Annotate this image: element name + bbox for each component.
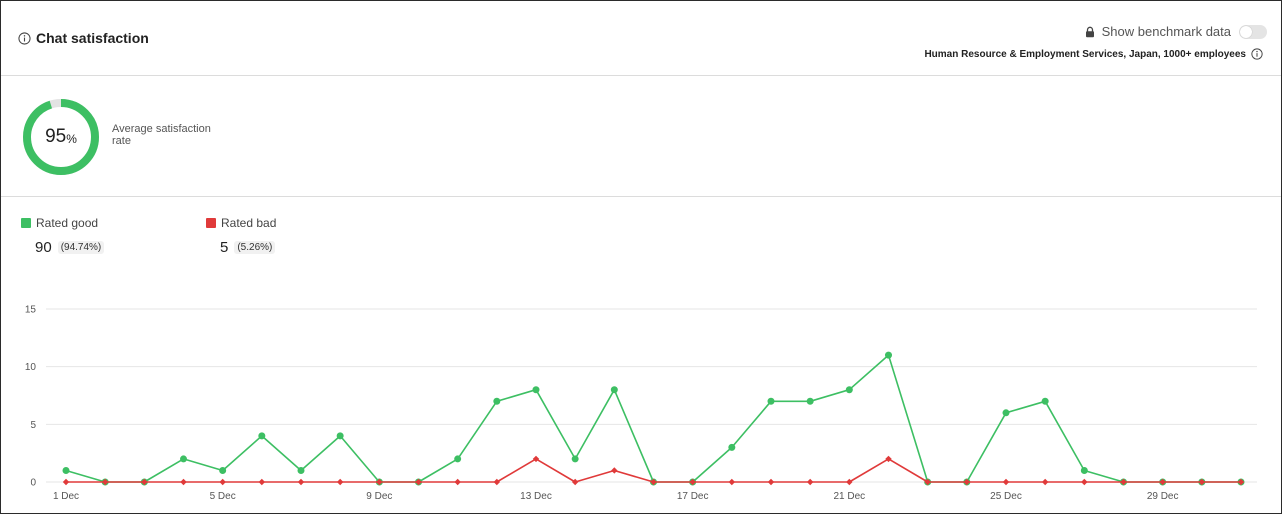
x-tick-label: 9 Dec — [366, 491, 392, 502]
title-group: Chat satisfaction — [18, 30, 149, 46]
segment-text: Human Resource & Employment Services, Ja… — [924, 48, 1246, 60]
donut-value: 95% — [21, 97, 101, 177]
x-tick-label: 21 Dec — [833, 491, 865, 502]
bad-label: Rated bad — [221, 216, 277, 230]
x-tick-label: 13 Dec — [520, 491, 552, 502]
data-point-good — [62, 466, 70, 474]
benchmark-label: Show benchmark data — [1101, 24, 1231, 39]
data-point-bad — [219, 478, 226, 486]
good-count: 90 — [35, 239, 52, 256]
data-point-good — [454, 455, 462, 463]
data-point-bad — [728, 478, 736, 486]
y-tick-label: 15 — [25, 305, 37, 316]
data-point-bad — [1041, 478, 1049, 486]
data-point-good — [767, 397, 775, 405]
data-point-good — [258, 432, 266, 440]
x-tick-label: 17 Dec — [677, 491, 709, 502]
toggle-knob — [1240, 25, 1252, 38]
data-point-good — [532, 386, 540, 394]
legend-good: Rated good 90 (94.74%) — [21, 216, 105, 256]
summary-section: 95% Average satisfaction rate — [1, 77, 1281, 197]
data-point-good — [571, 455, 579, 463]
data-point-good — [180, 455, 187, 463]
data-point-bad — [650, 478, 657, 486]
data-point-bad — [611, 467, 618, 474]
good-share: (94.74%) — [57, 241, 105, 254]
data-point-bad — [767, 478, 775, 486]
bad-count: 5 — [220, 239, 229, 256]
data-point-bad — [1002, 478, 1010, 486]
data-point-bad — [1198, 478, 1206, 486]
data-point-good — [219, 466, 227, 474]
data-point-bad — [297, 478, 305, 486]
benchmark-control: Show benchmark data — [1084, 24, 1267, 39]
card-header: Chat satisfaction Show benchmark data Hu… — [1, 1, 1281, 76]
y-tick-label: 0 — [30, 478, 36, 489]
satisfaction-donut — [23, 99, 99, 175]
good-swatch — [21, 218, 31, 228]
data-point-bad — [415, 478, 422, 486]
rate-label: Average satisfaction rate — [112, 123, 211, 147]
x-tick-label: 1 Dec — [53, 491, 79, 502]
data-point-bad — [806, 478, 814, 486]
data-point-bad — [376, 478, 383, 486]
data-point-good — [1041, 397, 1049, 405]
series-line-good — [65, 354, 1241, 483]
rate-value: 95 — [45, 126, 67, 147]
data-point-bad — [1237, 478, 1245, 486]
data-point-good — [1080, 466, 1088, 474]
bad-share: (5.26%) — [234, 241, 276, 254]
data-point-good — [336, 432, 344, 440]
data-point-bad — [62, 478, 70, 486]
satisfaction-line-chart: 15 10 5 0 1 Dec 5 Dec 9 Dec 13 Dec 17 Dec 21 Dec 2… — [25, 305, 1257, 502]
y-tick-label: 10 — [25, 362, 37, 373]
data-point-bad — [1120, 478, 1127, 486]
data-point-good — [297, 466, 305, 474]
data-point-bad — [101, 478, 109, 486]
y-tick-label: 5 — [30, 420, 36, 431]
legend-bad: Rated bad 5 (5.26%) — [206, 216, 276, 256]
data-point-bad — [963, 478, 971, 486]
data-point-good — [728, 443, 736, 451]
x-tick-label: 5 Dec — [210, 491, 236, 502]
data-point-good — [1002, 409, 1010, 417]
data-point-bad — [1159, 478, 1166, 486]
data-point-good — [493, 397, 501, 405]
data-point-bad — [846, 478, 853, 486]
lock-icon — [1085, 26, 1094, 37]
good-label: Rated good — [36, 216, 99, 230]
data-point-bad — [532, 455, 540, 463]
data-point-bad — [493, 478, 501, 486]
donut-arc — [23, 99, 99, 175]
segment-info-icon[interactable] — [1251, 48, 1263, 60]
data-point-bad — [571, 478, 579, 486]
data-point-bad — [924, 478, 931, 486]
data-point-good — [845, 386, 853, 394]
data-point-bad — [885, 455, 892, 463]
data-point-bad — [180, 478, 187, 486]
data-point-bad — [689, 478, 696, 486]
data-point-bad — [1081, 478, 1088, 486]
data-point-good — [806, 397, 814, 405]
card-title: Chat satisfaction — [36, 30, 149, 46]
data-point-bad — [258, 478, 266, 486]
data-point-bad — [336, 478, 344, 486]
data-point-bad — [141, 478, 148, 486]
info-circle-icon[interactable] — [18, 31, 31, 45]
data-point-bad — [454, 478, 461, 486]
bad-swatch — [206, 218, 216, 228]
data-point-good — [610, 386, 618, 394]
rate-unit: % — [66, 132, 77, 146]
benchmark-segment: Human Resource & Employment Services, Ja… — [924, 48, 1263, 60]
x-tick-label: 29 Dec — [1147, 491, 1179, 502]
data-point-good — [885, 351, 892, 359]
benchmark-toggle[interactable] — [1239, 24, 1267, 39]
x-tick-label: 25 Dec — [990, 491, 1022, 502]
